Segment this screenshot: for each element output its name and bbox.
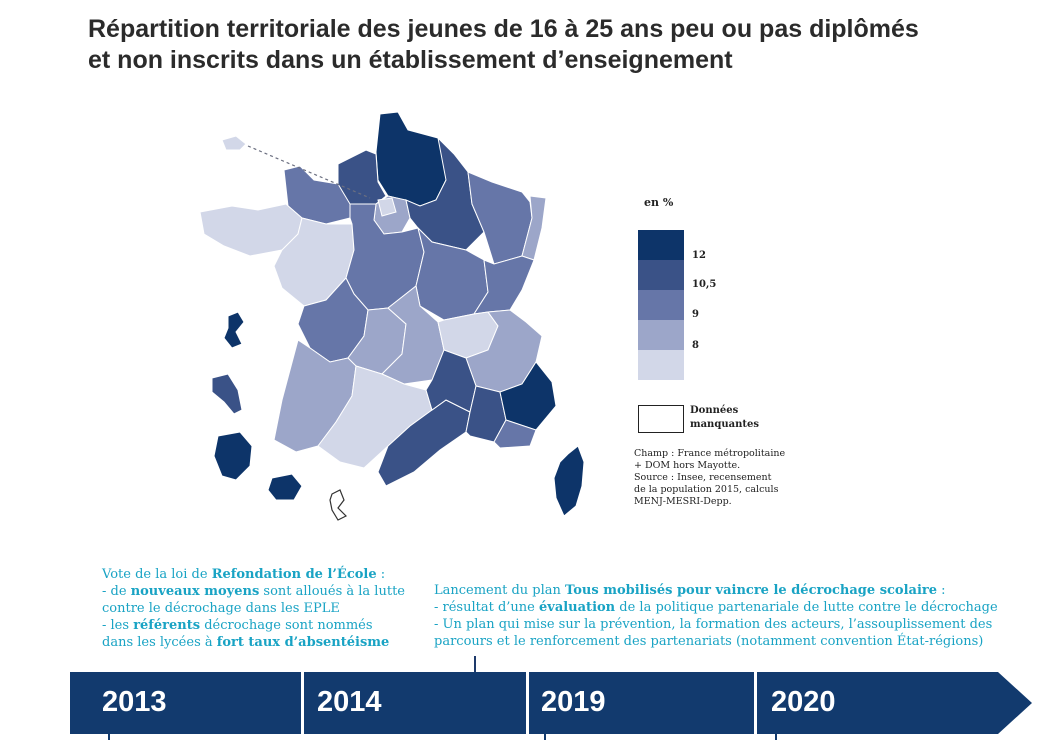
year-2014: 2014 bbox=[317, 686, 382, 718]
region-lorraine bbox=[467, 171, 533, 265]
timeline-segment-2020 bbox=[757, 672, 1032, 734]
year-2013: 2013 bbox=[102, 686, 167, 718]
region-guyane bbox=[213, 431, 253, 481]
region-saint-pierre-et-miquelon bbox=[221, 135, 247, 151]
source-note: Champ : France métropolitaine + DOM hors… bbox=[634, 448, 786, 507]
legend-label-12: 12 bbox=[692, 250, 706, 261]
legend-missing-box bbox=[638, 405, 684, 433]
event-2014-text: Lancement du plan Tous mobilisés pour va… bbox=[434, 583, 998, 649]
legend-missing-label: Données manquantes bbox=[690, 405, 759, 430]
region-franche-comte bbox=[472, 255, 535, 315]
title-line-1: Répartition territoriale des jeunes de 1… bbox=[88, 15, 919, 43]
event-2013-text: Vote de la loi de Refondation de l’École… bbox=[102, 567, 405, 650]
region-la-reunion bbox=[267, 473, 303, 501]
timeline-arrow bbox=[70, 672, 1032, 740]
title-line-2: et non inscrits dans un établissement d’… bbox=[88, 46, 733, 74]
region-corse bbox=[553, 445, 585, 517]
year-2019: 2019 bbox=[541, 686, 606, 718]
timeline-tick-2013 bbox=[108, 734, 110, 740]
legend-label-9: 9 bbox=[692, 309, 699, 320]
legend-swatch-3 bbox=[638, 290, 684, 320]
legend-label-10-5: 10,5 bbox=[692, 279, 717, 290]
year-2020: 2020 bbox=[771, 686, 836, 718]
timeline-segment-2019 bbox=[529, 672, 754, 734]
dashed-connector bbox=[247, 145, 371, 199]
legend-swatch-5 bbox=[638, 350, 684, 380]
region-mayotte bbox=[329, 489, 348, 521]
legend-swatch-4 bbox=[638, 320, 684, 350]
timeline-segment-2014 bbox=[304, 672, 526, 734]
region-guadeloupe bbox=[223, 311, 245, 349]
region-paris bbox=[377, 197, 397, 217]
legend-label-8: 8 bbox=[692, 340, 699, 351]
region-martinique bbox=[211, 373, 243, 415]
france-choropleth-map bbox=[199, 111, 585, 521]
legend-unit: en % bbox=[644, 196, 674, 209]
map-title: Répartition territoriale des jeunes de 1… bbox=[88, 14, 988, 76]
legend-swatch-1 bbox=[638, 230, 684, 260]
timeline-segment-2013 bbox=[70, 672, 301, 734]
event-2014-connector bbox=[474, 656, 476, 672]
region-provence bbox=[493, 419, 537, 449]
legend-swatch-2 bbox=[638, 260, 684, 290]
timeline-tick-2019 bbox=[544, 734, 546, 740]
timeline-tick-2020 bbox=[775, 734, 777, 740]
